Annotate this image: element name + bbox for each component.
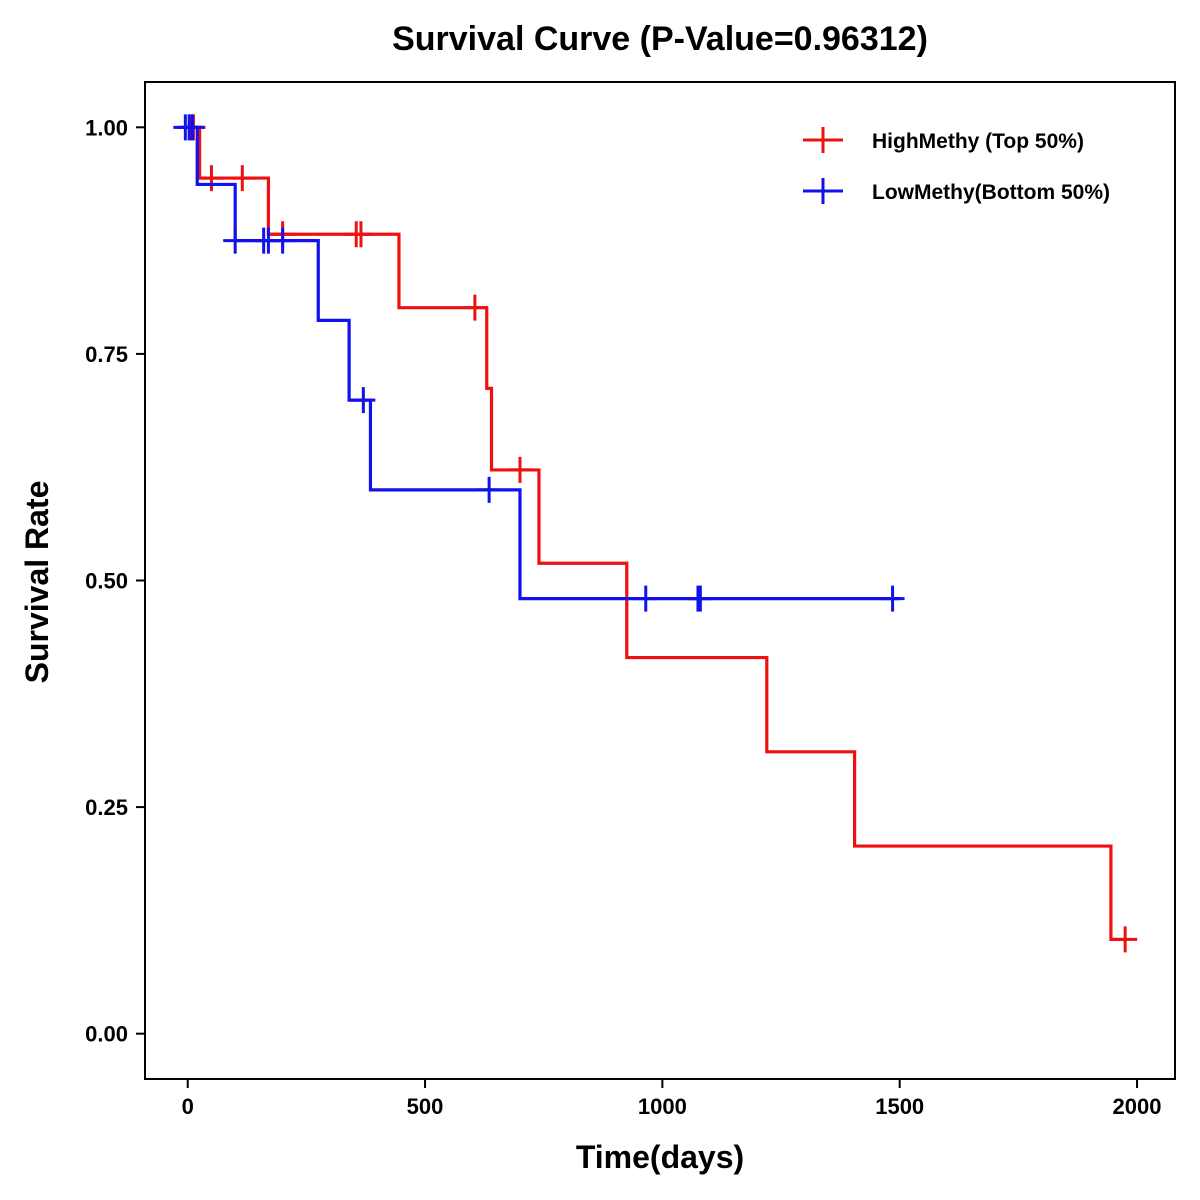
censor-mark xyxy=(199,165,224,192)
y-tick-label: 0.50 xyxy=(85,569,128,594)
censor-mark xyxy=(348,221,373,248)
y-tick-label: 0.25 xyxy=(85,795,128,820)
survival-curves xyxy=(173,114,1138,953)
censor-mark xyxy=(633,585,658,612)
x-tick-label: 2000 xyxy=(1113,1094,1162,1119)
x-tick-label: 500 xyxy=(407,1094,444,1119)
x-tick-label: 1000 xyxy=(638,1094,687,1119)
survival-curve-series-2 xyxy=(187,125,900,601)
legend-label-series-1: HighMethy (Top 50%) xyxy=(872,130,1084,153)
x-axis-title: Time(days) xyxy=(576,1139,744,1175)
y-tick-label: 0.00 xyxy=(85,1022,128,1047)
y-axis-title: Survival Rate xyxy=(19,481,55,684)
censor-mark xyxy=(462,294,487,321)
censor-mark xyxy=(180,114,205,141)
censor-mark xyxy=(223,227,248,254)
x-tick-label: 1500 xyxy=(875,1094,924,1119)
plot-frame xyxy=(144,81,1176,1080)
censor-mark xyxy=(270,227,295,254)
y-tick-label: 0.75 xyxy=(85,342,128,367)
censor-mark xyxy=(880,585,905,612)
censor-marks-series-1 xyxy=(178,114,1138,953)
censor-marks-series-2 xyxy=(173,114,905,612)
axes: 0 500 1000 1500 2000 0.00 0.25 0.50 0.75 1.00 xyxy=(85,115,1161,1119)
censor-mark xyxy=(230,165,255,192)
censor-mark xyxy=(688,585,713,612)
legend-key-series-2 xyxy=(803,178,843,204)
survival-curve-series-1 xyxy=(187,125,1126,942)
chart-title: Survival Curve (P-Value=0.96312) xyxy=(392,20,928,58)
censor-mark xyxy=(507,456,532,483)
censor-mark xyxy=(477,476,502,503)
legend: HighMethy (Top 50%) LowMethy(Bottom 50%) xyxy=(803,127,1110,204)
legend-label-series-2: LowMethy(Bottom 50%) xyxy=(872,181,1110,204)
legend-key-series-1 xyxy=(803,127,843,153)
x-tick-label: 0 xyxy=(182,1094,194,1119)
y-tick-label: 1.00 xyxy=(85,115,128,140)
censor-mark xyxy=(351,387,376,414)
censor-mark xyxy=(1113,926,1138,953)
